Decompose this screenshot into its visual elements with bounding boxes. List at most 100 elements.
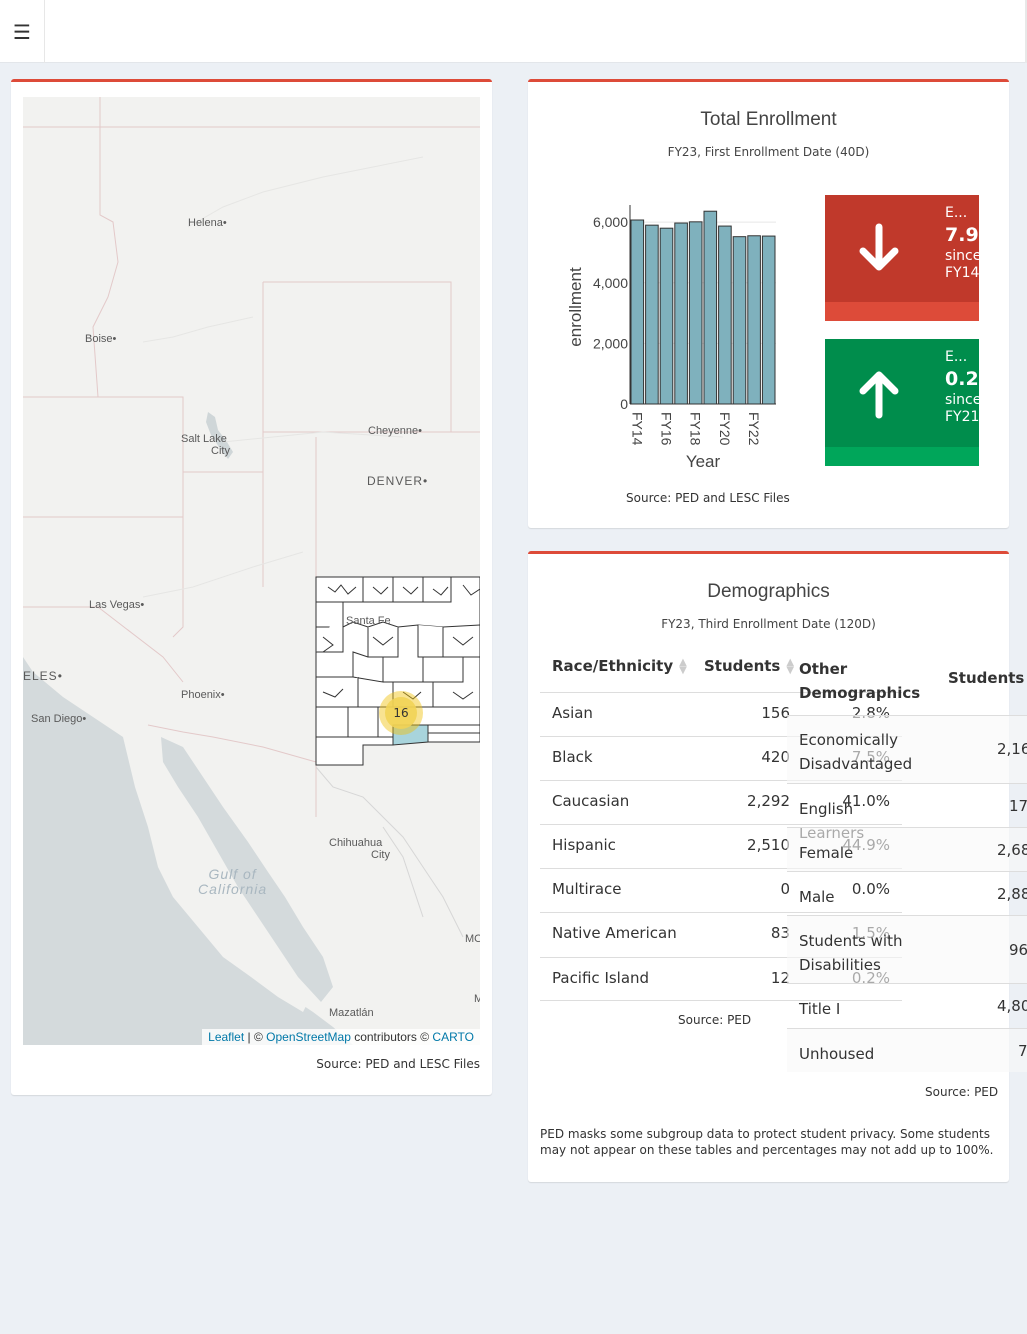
city-label-chihuahua-2: City bbox=[371, 849, 390, 861]
students-cell: 12 bbox=[770, 969, 790, 987]
x-tick-label: FY22 bbox=[746, 412, 762, 446]
demographic-cell: Female bbox=[799, 844, 854, 862]
x-tick-label: FY14 bbox=[629, 412, 645, 446]
race-source: Source: PED bbox=[678, 1013, 752, 1027]
students-cell: 420 bbox=[761, 748, 790, 766]
enrollment-bar-chart[interactable]: 0 2,000 4,000 6,000 FY14 FY16 FY18 FY20 FY22 Year… bbox=[560, 200, 800, 475]
x-tick-label: FY16 bbox=[659, 412, 675, 446]
osm-link[interactable]: OpenStreetMap bbox=[266, 1030, 351, 1044]
map-cluster-marker[interactable]: 16 bbox=[379, 691, 423, 735]
attribution-contributors: contributors © bbox=[350, 1030, 433, 1044]
table-row bbox=[540, 780, 902, 824]
city-label-salt-lake-city-2: City bbox=[211, 445, 230, 457]
arrow-down-icon bbox=[859, 223, 899, 270]
bar-FY15 bbox=[645, 224, 659, 405]
card-period: FY21 bbox=[945, 409, 979, 425]
card-title: E... bbox=[945, 205, 968, 221]
table-row bbox=[787, 871, 1027, 915]
demographics-title: Demographics bbox=[707, 581, 830, 602]
sidebar-toggle-button[interactable]: ☰ bbox=[0, 0, 45, 63]
y-tick-label: 2,000 bbox=[593, 335, 628, 351]
x-axis-title: Year bbox=[686, 452, 721, 471]
city-label-cheyenne: Cheyenne• bbox=[368, 425, 423, 437]
arrow-up-icon bbox=[859, 371, 899, 418]
bar-FY17 bbox=[674, 222, 688, 405]
enrollment-change-card-up: E... 0.2 since FY21 bbox=[825, 339, 979, 466]
city-label-chihuahua: Chihuahua bbox=[329, 837, 383, 849]
city-label-las-vegas: Las Vegas• bbox=[89, 599, 145, 611]
bar-FY21 bbox=[732, 236, 747, 405]
leaflet-link[interactable]: Leaflet bbox=[208, 1030, 245, 1044]
column-header-other[interactable]: Other Demographics bbox=[799, 660, 921, 702]
race-cell: Caucasian bbox=[552, 792, 630, 810]
map-box: Helena• Boise• Salt Lake City Cheyenne• … bbox=[11, 79, 492, 1095]
table-row bbox=[787, 915, 1027, 983]
map-source: Source: PED and LESC Files bbox=[316, 1057, 480, 1071]
bar-FY22 bbox=[747, 235, 761, 405]
card-since: since bbox=[945, 392, 979, 408]
table-row bbox=[540, 868, 902, 912]
table-row bbox=[540, 736, 902, 780]
card-value: 0.2 bbox=[945, 368, 979, 390]
race-cell: Native American bbox=[552, 924, 677, 942]
students-cell: 2,292 bbox=[747, 792, 790, 810]
race-cell: Hispanic bbox=[552, 836, 616, 854]
column-header-race[interactable]: Race/Ethnicity ▲ ▼ bbox=[552, 656, 687, 676]
other-students-cell: 2,88 bbox=[997, 885, 1027, 903]
table-row bbox=[540, 824, 902, 868]
enrollment-source: Source: PED and LESC Files bbox=[626, 491, 790, 505]
students-cell: 156 bbox=[761, 704, 790, 722]
privacy-note: PED masks some subgroup data to protect … bbox=[540, 1127, 994, 1157]
navbar-divider bbox=[1025, 0, 1027, 63]
city-label-san-diego: San Diego• bbox=[31, 713, 87, 725]
students-cell: 2,510 bbox=[747, 836, 790, 854]
enrollment-subtitle: FY23, First Enrollment Date (40D) bbox=[667, 145, 870, 159]
x-tick-label: FY18 bbox=[688, 412, 704, 446]
other-students-cell: 7 bbox=[1018, 1042, 1027, 1060]
race-cell: Multirace bbox=[552, 880, 622, 898]
other-source: Source: PED bbox=[925, 1085, 999, 1099]
city-label-los-angeles: ELES• bbox=[23, 669, 63, 683]
card-text: E... 7.9 since FY14 bbox=[945, 205, 979, 282]
card-text: E... 0.2 since FY21 bbox=[945, 349, 979, 426]
enrollment-change-card-down: E... 7.9 since FY14 bbox=[825, 195, 979, 321]
demographic-cell: Unhoused bbox=[799, 1045, 875, 1063]
city-label-boise: Boise• bbox=[85, 333, 117, 345]
table-row bbox=[787, 1028, 1027, 1072]
attribution-separator: | © bbox=[244, 1030, 267, 1044]
gulf-label: Gulf of California bbox=[198, 866, 268, 897]
carto-link[interactable]: CARTO bbox=[432, 1030, 474, 1044]
table-row bbox=[540, 957, 902, 1001]
column-header-students[interactable]: Students ▲ ▼ bbox=[704, 656, 795, 676]
demographic-cell: Students with Disabilities bbox=[799, 932, 903, 974]
bar-FY23 bbox=[761, 235, 776, 405]
demographics-box: Demographics FY23, Third Enrollment Date… bbox=[528, 551, 1009, 1182]
map-tiles bbox=[23, 97, 480, 1045]
race-cell: Asian bbox=[552, 704, 593, 722]
bar-FY20 bbox=[718, 225, 732, 405]
bar-FY16 bbox=[659, 227, 674, 405]
table-row bbox=[540, 692, 902, 736]
table-row bbox=[540, 912, 902, 956]
hamburger-icon: ☰ bbox=[13, 19, 31, 44]
bar-FY19 bbox=[703, 210, 718, 405]
x-tick-label: FY20 bbox=[717, 412, 733, 446]
city-label-mo: MO bbox=[465, 933, 480, 945]
race-cell: Black bbox=[552, 748, 593, 766]
demographic-cell: Male bbox=[799, 888, 835, 906]
cluster-count: 16 bbox=[385, 697, 417, 729]
column-header-other-students[interactable]: Students▲▼ bbox=[948, 669, 1025, 687]
bar-FY14 bbox=[630, 219, 645, 405]
card-period: FY14 bbox=[945, 265, 979, 281]
city-label-santa-fe: Santa Fe bbox=[346, 615, 391, 627]
leaflet-map[interactable]: Helena• Boise• Salt Lake City Cheyenne• … bbox=[23, 97, 480, 1045]
card-title: E... bbox=[945, 349, 968, 365]
other-students-cell: 2,16 bbox=[997, 740, 1027, 758]
table-bottom-border bbox=[540, 1000, 902, 1001]
city-label-phoenix: Phoenix• bbox=[181, 689, 225, 701]
other-students-cell: 17 bbox=[1009, 797, 1027, 815]
city-label-helena: Helena• bbox=[188, 217, 227, 229]
top-navbar: ☰ bbox=[0, 0, 1027, 63]
enrollment-title: Total Enrollment bbox=[700, 109, 837, 130]
map-attribution: Leaflet | © OpenStreetMap contributors ©… bbox=[202, 1029, 480, 1045]
